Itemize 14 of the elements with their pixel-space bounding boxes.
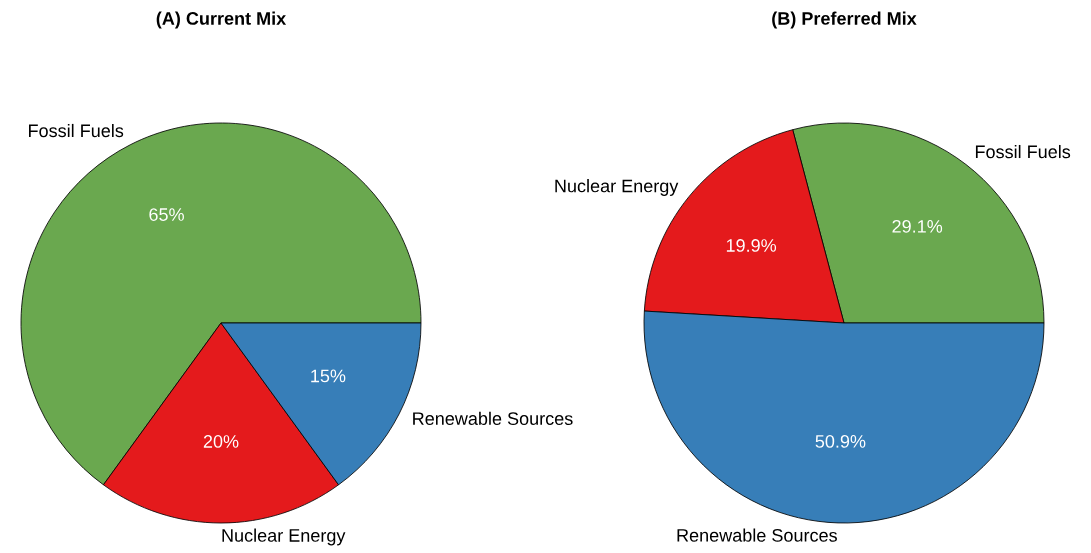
slice-label: Nuclear Energy <box>222 528 346 546</box>
data-label: 29.1% <box>892 219 943 233</box>
data-label: 15% <box>311 369 346 383</box>
data-label: 20% <box>203 435 239 448</box>
chart-title: (A) Current Mix <box>156 11 287 29</box>
slice-label: Renewable Sources <box>413 411 573 425</box>
slice-label: Renewable Sources <box>677 528 837 542</box>
data-label: 19.9% <box>726 239 777 252</box>
chart-title: (B) Preferred Mix <box>772 11 917 29</box>
data-label: 50.9% <box>815 435 866 448</box>
slice-label: Fossil Fuels <box>29 123 124 138</box>
data-label: 65% <box>149 208 184 221</box>
slice-label: Fossil Fuels <box>975 144 1071 159</box>
slice-label: Nuclear Energy <box>555 179 679 196</box>
